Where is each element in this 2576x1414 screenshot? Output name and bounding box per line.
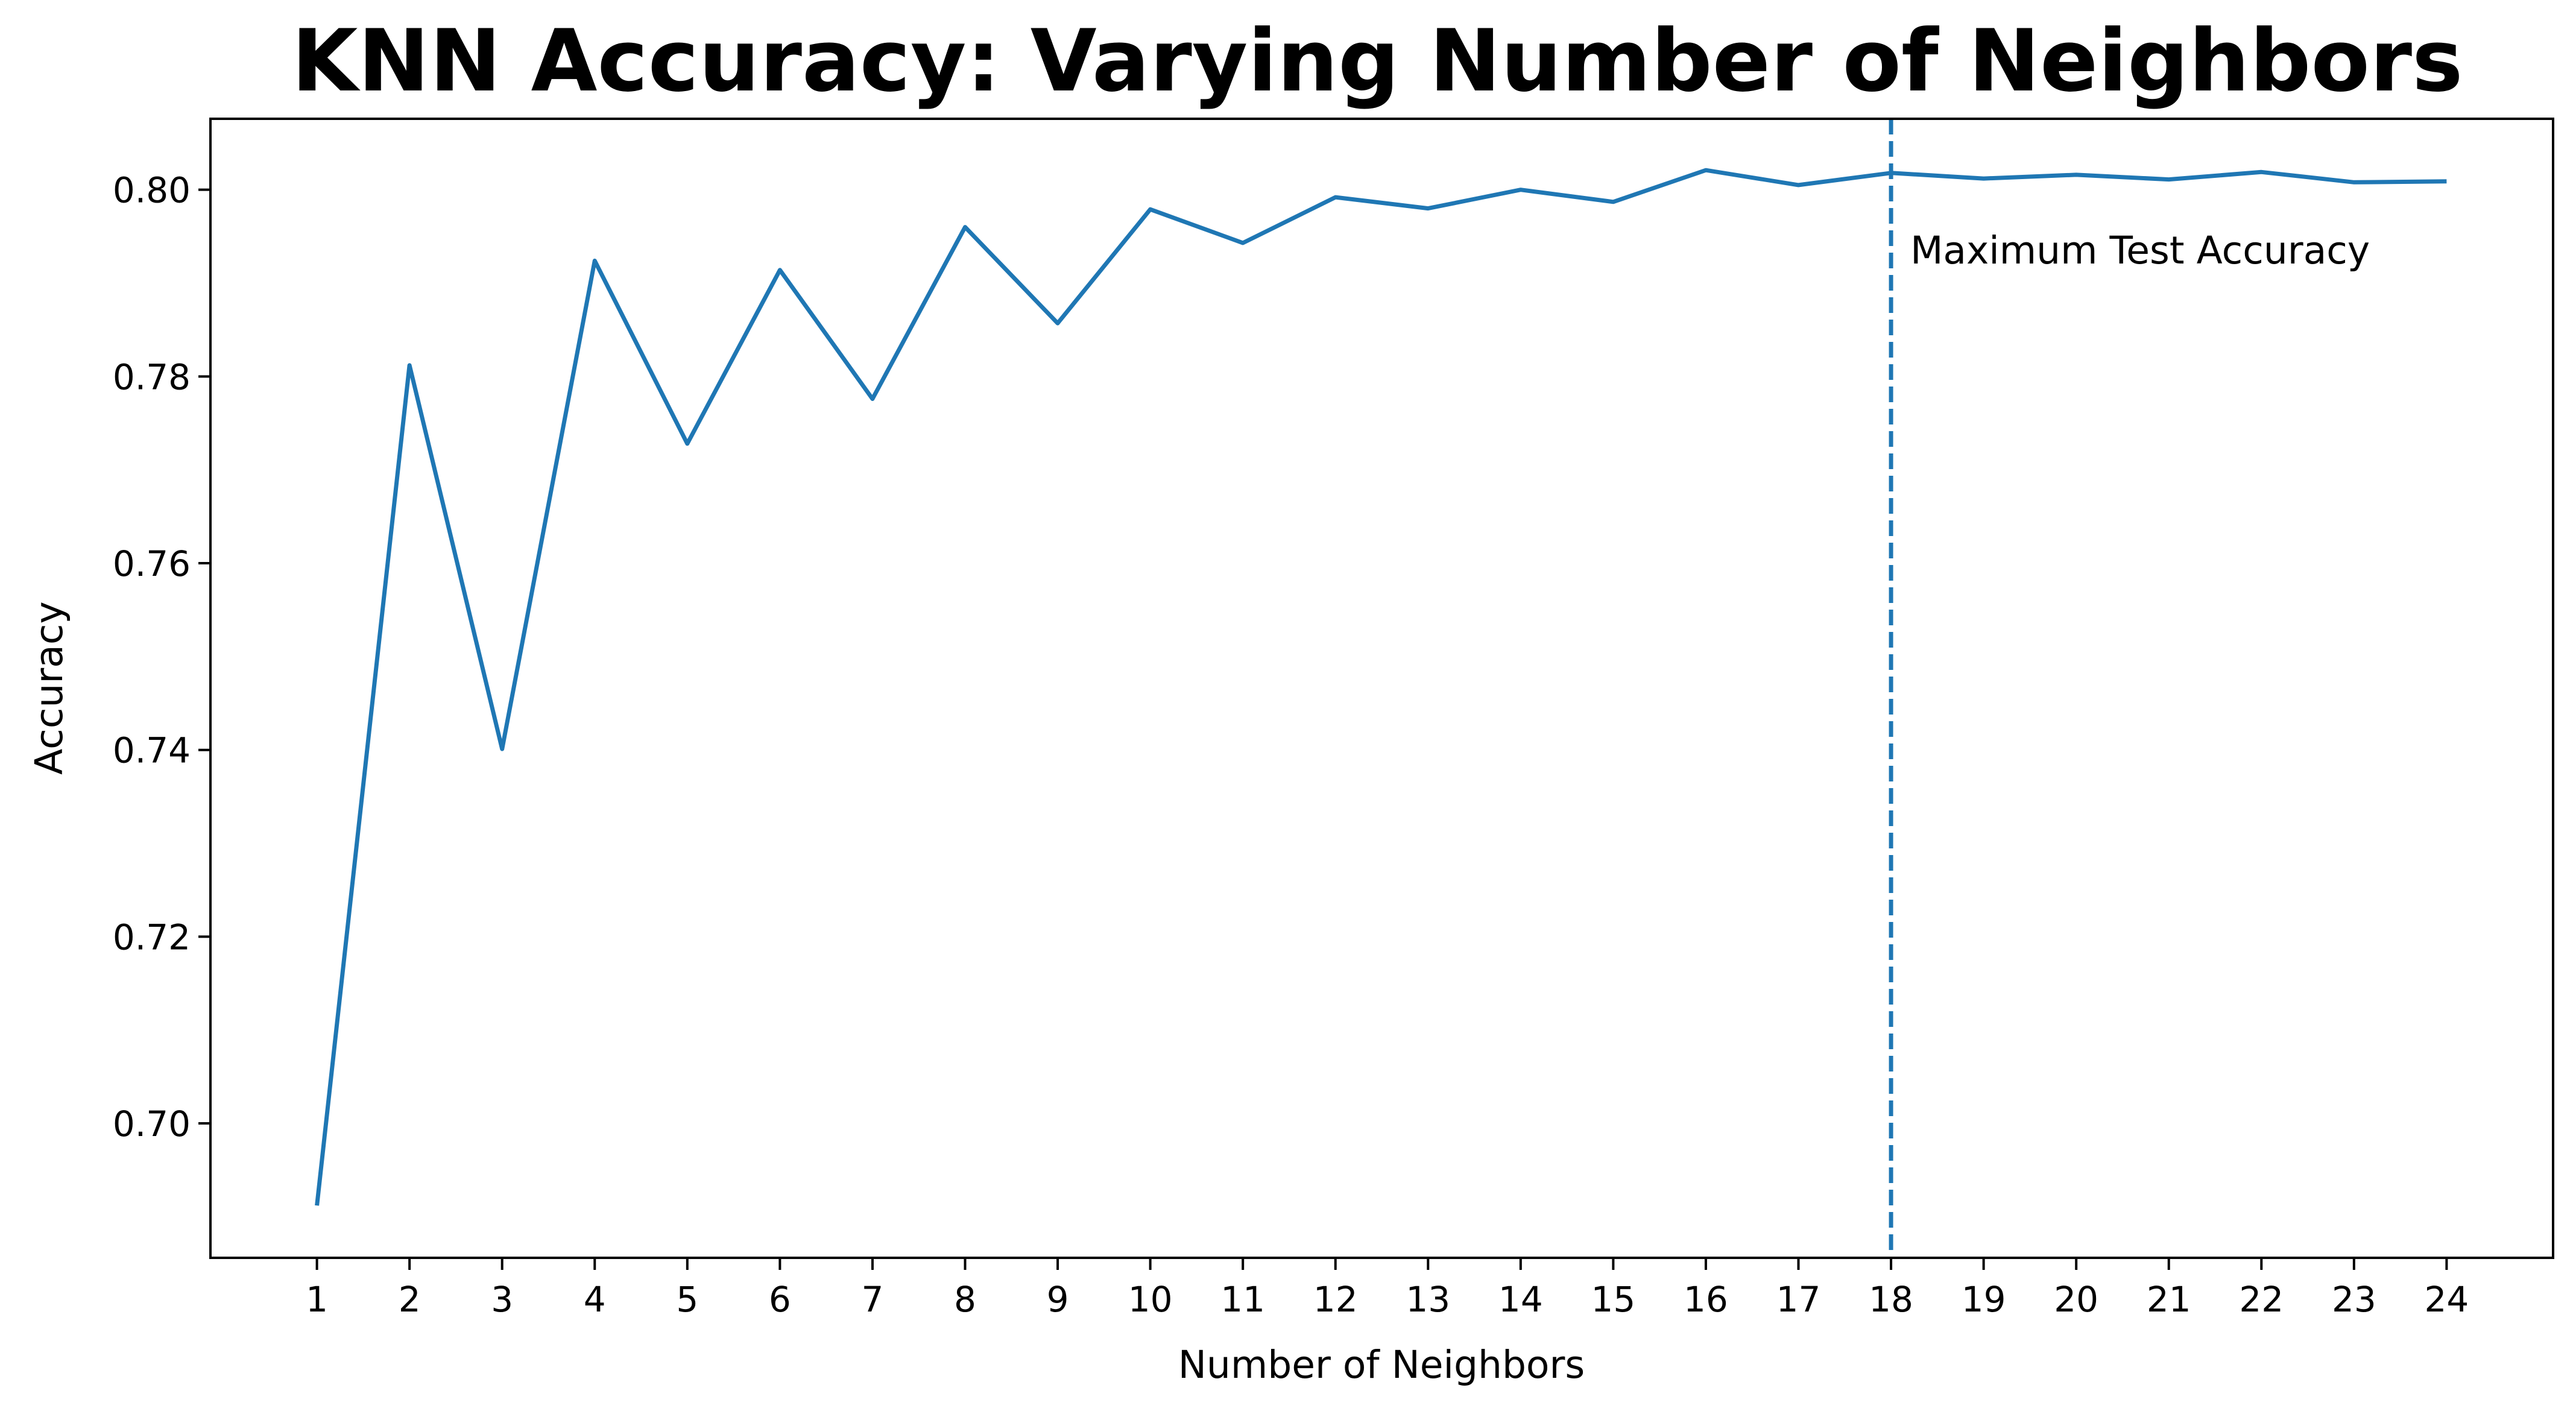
x-tick-label: 15	[1591, 1279, 1635, 1320]
x-tick-label: 13	[1406, 1279, 1450, 1320]
x-axis-label: Number of Neighbors	[1178, 1343, 1585, 1387]
x-tick-label: 17	[1776, 1279, 1821, 1320]
x-tick-label: 19	[1962, 1279, 2006, 1320]
x-tick-label: 12	[1313, 1279, 1358, 1320]
x-tick-label: 5	[676, 1279, 698, 1320]
x-tick-label: 6	[769, 1279, 791, 1320]
y-axis-ticks: 0.70 0.72 0.74 0.76 0.78 0.80	[113, 170, 210, 1144]
plot-frame	[209, 118, 2554, 1259]
x-tick-label: 2	[399, 1279, 421, 1320]
x-tick-label: 16	[1684, 1279, 1728, 1320]
x-tick-label: 7	[861, 1279, 883, 1320]
y-tick-label: 0.78	[113, 356, 191, 397]
y-tick-label: 0.70	[113, 1103, 191, 1144]
x-tick-label: 18	[1869, 1279, 1913, 1320]
plot-area: 0.700.720.740.760.780.80 1 2 3 4 5 6 7 8 9 10 11 12…	[113, 118, 2554, 1320]
x-axis-ticks: 1 2 3 4 5 6 7 8 9 10 11 12 13 14 15 16 17 18 19 20 21 22 23 24	[306, 1258, 2469, 1320]
data-points	[317, 170, 2447, 1206]
x-tick-label: 21	[2147, 1279, 2191, 1320]
x-tick-label: 14	[1498, 1279, 1543, 1320]
x-tick-label: 8	[954, 1279, 976, 1320]
x-tick-label: 11	[1220, 1279, 1265, 1320]
x-tick-label: 3	[491, 1279, 513, 1320]
accuracy-line	[315, 168, 2447, 1206]
x-tick-label: 1	[306, 1279, 328, 1320]
x-tick-label: 20	[2054, 1279, 2098, 1320]
chart-title: KNN Accuracy: Varying Number of Neighbor…	[291, 11, 2463, 111]
x-tick-label: 9	[1047, 1279, 1069, 1320]
y-axis-label: Accuracy	[27, 601, 71, 775]
y-tick-label: 0.74	[113, 730, 191, 771]
x-tick-label: 23	[2332, 1279, 2376, 1320]
y-tick-label: 0.72	[113, 917, 191, 958]
y-tick-label: 0.76	[113, 543, 191, 584]
x-tick-label: 24	[2425, 1279, 2469, 1320]
x-tick-label: 4	[584, 1279, 606, 1320]
x-tick-label: 22	[2239, 1279, 2284, 1320]
y-tick-label: 0.80	[113, 170, 191, 211]
max-accuracy-annotation: Maximum Test Accuracy	[1910, 229, 2370, 273]
x-tick-label: 10	[1128, 1279, 1173, 1320]
